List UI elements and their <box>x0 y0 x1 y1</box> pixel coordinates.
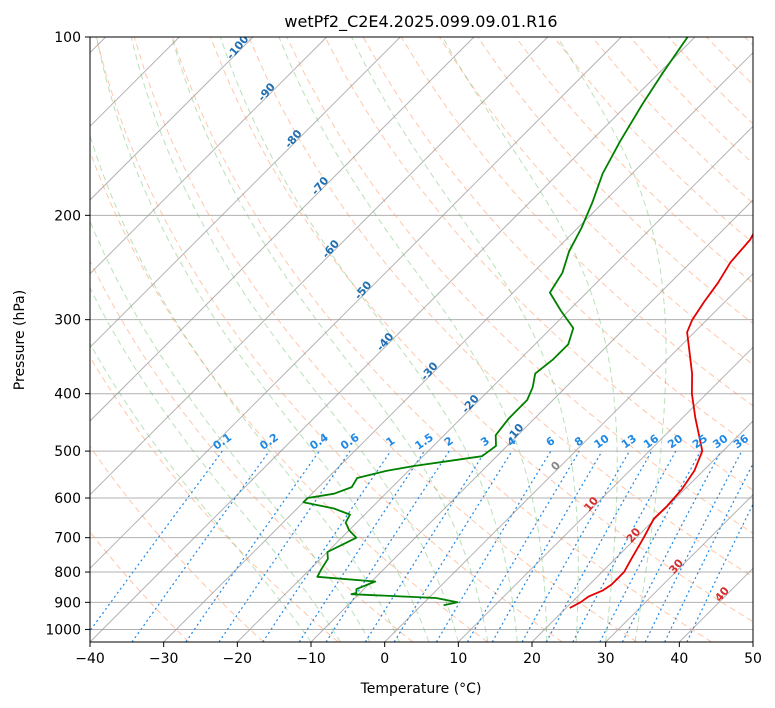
y-tick-label: 200 <box>54 208 81 224</box>
mixing-ratio-line <box>298 450 425 642</box>
pressure-gridlines <box>90 37 753 630</box>
mixing-ratio-line <box>491 450 603 642</box>
mixing-ratio-line <box>131 450 270 642</box>
x-tick-label: 0 <box>380 651 389 667</box>
isotherm-line <box>90 37 328 275</box>
isotherm-line <box>90 37 254 201</box>
mixing-ratio-line <box>644 450 743 642</box>
moist-adiabat-line <box>90 286 341 642</box>
moist-adiabat-line <box>171 37 489 642</box>
mixing-ratio-lines <box>90 450 753 642</box>
mixing-ratio-line <box>325 450 450 642</box>
x-tick-label: −10 <box>296 651 326 667</box>
x-axis: −40 −30 −20 −10 0 10 20 30 40 50 <box>75 642 762 667</box>
dry-adiabat-line <box>171 37 712 642</box>
y-axis-title: Pressure (hPa) <box>12 290 28 390</box>
x-tick-label: 40 <box>670 651 688 667</box>
x-tick-label: 30 <box>597 651 615 667</box>
mixing-ratio-line <box>686 502 753 642</box>
mixing-ratio-line <box>393 450 513 642</box>
dry-adiabat-line <box>90 445 264 642</box>
isotherm-line <box>163 51 753 642</box>
mixing-ratio-line <box>545 450 653 642</box>
mixing-ratio-line <box>621 450 722 642</box>
isotherm-line <box>310 199 753 642</box>
y-tick-label: 300 <box>54 313 81 329</box>
mixing-ratio-line <box>466 450 580 642</box>
moist-adiabat-line <box>90 134 400 642</box>
dry-adiabat-line <box>248 37 753 578</box>
isotherm-line <box>90 37 475 422</box>
dry-adiabat-line <box>95 37 563 642</box>
y-axis: 1000 900 800 700 600 500 400 300 200 100 <box>45 30 90 638</box>
isotherm-line <box>531 420 753 642</box>
y-tick-label: 600 <box>54 491 81 507</box>
dry-adiabat-line <box>133 37 638 642</box>
mixing-ratio-line <box>664 462 753 642</box>
dry-adiabat-line <box>324 37 753 491</box>
moist-adiabat-line <box>278 37 548 642</box>
mixing-ratio-line <box>185 450 320 642</box>
x-tick-label: −40 <box>75 651 105 667</box>
moist-adiabat-line <box>442 37 618 642</box>
x-tick-label: −20 <box>223 651 253 667</box>
mixing-ratio-line <box>435 450 552 642</box>
y-tick-label: 500 <box>54 444 81 460</box>
x-tick-label: 20 <box>523 651 541 667</box>
moist-adiabat-line <box>351 37 579 642</box>
isotherm-line <box>90 37 696 642</box>
y-tick-label: 100 <box>54 30 81 46</box>
temperature-profile-line <box>569 232 753 609</box>
mixing-ratio-line <box>364 450 486 642</box>
moist-adiabat-line <box>556 37 667 642</box>
isotherm-line <box>90 37 622 570</box>
dry-adiabat-line <box>515 37 753 284</box>
mixing-ratio-line <box>572 450 677 642</box>
sounding-series <box>302 37 753 609</box>
x-tick-label: 50 <box>744 651 762 667</box>
dry-adiabat-line <box>286 37 753 534</box>
y-tick-label: 700 <box>54 531 81 547</box>
y-tick-label: 1000 <box>45 622 81 638</box>
moist-adiabat-line <box>90 220 371 642</box>
moist-adiabat-line <box>219 37 518 642</box>
y-tick-label: 800 <box>54 565 81 581</box>
mixing-ratio-line <box>521 450 631 642</box>
isotherm-line <box>236 125 753 642</box>
dry-adiabat-line <box>90 259 414 642</box>
mixing-ratio-line <box>90 450 223 632</box>
moist-adiabat-line <box>96 37 430 642</box>
chart-title: wetPf2_C2E4.2025.099.09.01.R16 <box>284 12 557 32</box>
y-tick-label: 400 <box>54 387 81 403</box>
isotherm-line <box>605 493 753 642</box>
dewpoint-profile-line <box>302 37 689 607</box>
x-tick-label: 10 <box>449 651 467 667</box>
x-axis-title: Temperature (°C) <box>360 681 482 697</box>
isotherm-line <box>90 37 549 496</box>
isotherm-line <box>90 37 401 349</box>
y-tick-label: 900 <box>54 595 81 611</box>
plot-frame <box>89 36 754 643</box>
x-tick-label: −30 <box>149 651 179 667</box>
dry-adiabat-line <box>210 37 753 623</box>
isotherm-line <box>457 346 753 642</box>
